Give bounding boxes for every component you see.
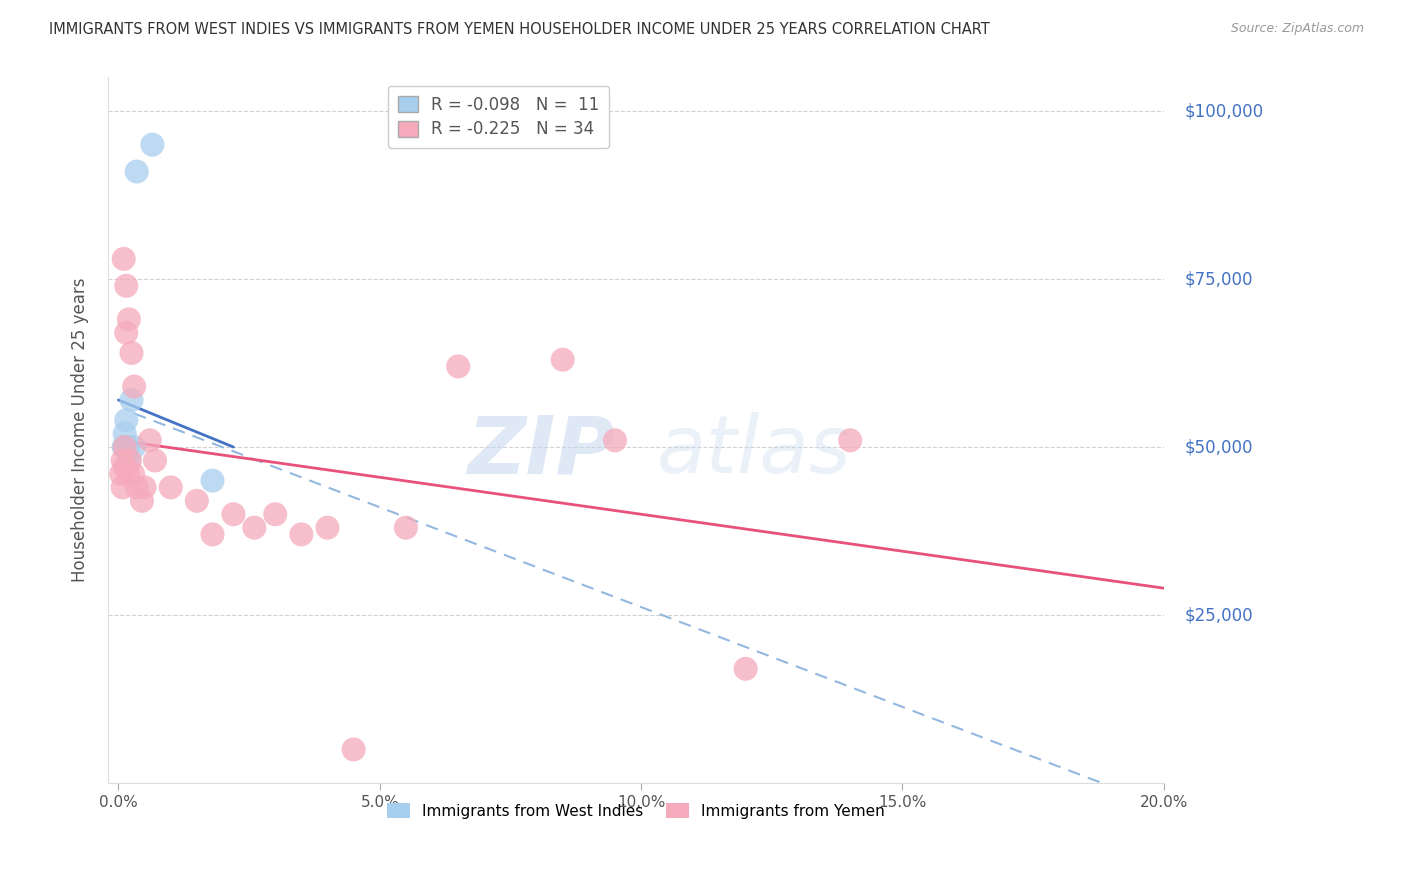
Point [316,521,339,535]
Point [125,164,148,178]
Point [114,426,136,441]
Y-axis label: Householder Income Under 25 years: Householder Income Under 25 years [72,278,89,582]
Text: atlas: atlas [657,412,852,491]
Point [122,440,145,454]
Text: $50,000: $50,000 [1185,438,1253,456]
Point [134,480,156,494]
Point [112,252,135,266]
Point [117,440,139,454]
Point [264,508,287,522]
Text: $25,000: $25,000 [1185,606,1253,624]
Text: IMMIGRANTS FROM WEST INDIES VS IMMIGRANTS FROM YEMEN HOUSEHOLDER INCOME UNDER 25: IMMIGRANTS FROM WEST INDIES VS IMMIGRANT… [49,22,990,37]
Point [115,278,138,293]
Point [603,434,626,448]
Text: $75,000: $75,000 [1185,270,1253,288]
Legend: Immigrants from West Indies, Immigrants from Yemen: Immigrants from West Indies, Immigrants … [381,797,891,825]
Point [186,493,208,508]
Point [118,453,141,467]
Point [115,326,138,340]
Point [141,137,163,152]
Point [118,453,141,467]
Point [201,474,224,488]
Point [125,480,148,494]
Point [118,312,141,326]
Point [115,413,138,427]
Point [447,359,470,374]
Point [114,440,136,454]
Point [143,453,166,467]
Point [395,521,418,535]
Point [839,434,862,448]
Point [117,467,139,481]
Text: Source: ZipAtlas.com: Source: ZipAtlas.com [1230,22,1364,36]
Point [159,480,181,494]
Point [551,352,574,367]
Point [122,379,145,393]
Point [131,493,153,508]
Point [112,440,135,454]
Text: ZIP: ZIP [467,412,614,491]
Point [121,346,143,360]
Point [111,480,134,494]
Point [290,527,312,541]
Point [114,440,136,454]
Point [114,460,136,475]
Point [121,392,143,407]
Point [122,467,145,481]
Point [734,662,756,676]
Point [243,521,266,535]
Point [222,508,245,522]
Point [343,742,366,756]
Point [110,467,132,481]
Point [139,434,162,448]
Text: $100,000: $100,000 [1185,102,1264,120]
Point [201,527,224,541]
Point [111,453,134,467]
